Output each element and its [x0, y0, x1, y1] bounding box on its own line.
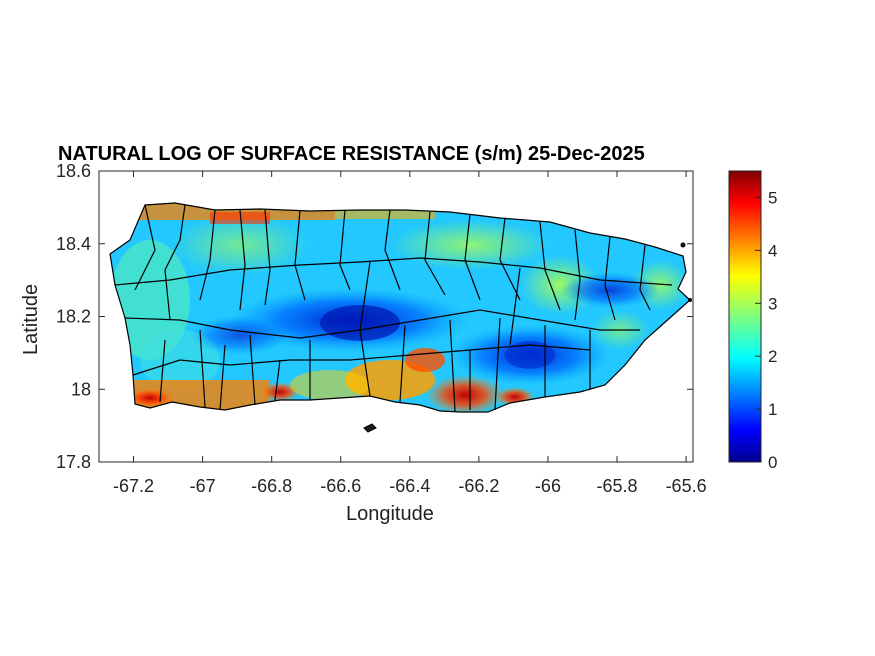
- x-tick-label: -67: [190, 476, 216, 496]
- x-tick-label: -67.2: [113, 476, 154, 496]
- x-tick-label: -66.6: [320, 476, 361, 496]
- colorbar-tick-label: 4: [768, 241, 777, 260]
- municipal-boundaries: [109, 202, 691, 413]
- x-axis: -67.2 -67 -66.8 -66.6 -66.4 -66.2 -66 -65.8 -65.…: [113, 171, 707, 496]
- colorbar: [728, 170, 762, 463]
- x-tick-label: -66.4: [389, 476, 430, 496]
- colorbar-tick-label: 1: [768, 400, 777, 419]
- colorbar-tick-label: 0: [768, 453, 777, 472]
- y-tick-label: 18: [71, 379, 91, 399]
- y-tick-label: 18.4: [56, 234, 91, 254]
- x-tick-label: -66.8: [251, 476, 292, 496]
- y-tick-label: 18.6: [56, 161, 91, 181]
- small-islands: [363, 242, 692, 433]
- figure-title: NATURAL LOG OF SURFACE RESISTANCE (s/m) …: [58, 143, 645, 165]
- x-tick-label: -66.2: [458, 476, 499, 496]
- y-tick-label: 18.2: [56, 307, 91, 327]
- colorbar-tick-label: 5: [768, 188, 777, 207]
- x-tick-label: -65.6: [666, 476, 707, 496]
- x-tick-label: -65.8: [597, 476, 638, 496]
- colorbar-tick-label: 3: [768, 294, 777, 313]
- resistance-field: [110, 203, 690, 412]
- x-tick-label: -66: [535, 476, 561, 496]
- y-axis: 18.6 18.4 18.2 18 17.8: [56, 161, 693, 472]
- colorbar-ticks: 5 4 3 2 1 0: [755, 188, 777, 472]
- x-axis-label: Longitude: [346, 503, 434, 525]
- y-tick-label: 17.8: [56, 452, 91, 472]
- colorbar-tick-label: 2: [768, 347, 777, 366]
- y-axis-label: Latitude: [20, 283, 42, 355]
